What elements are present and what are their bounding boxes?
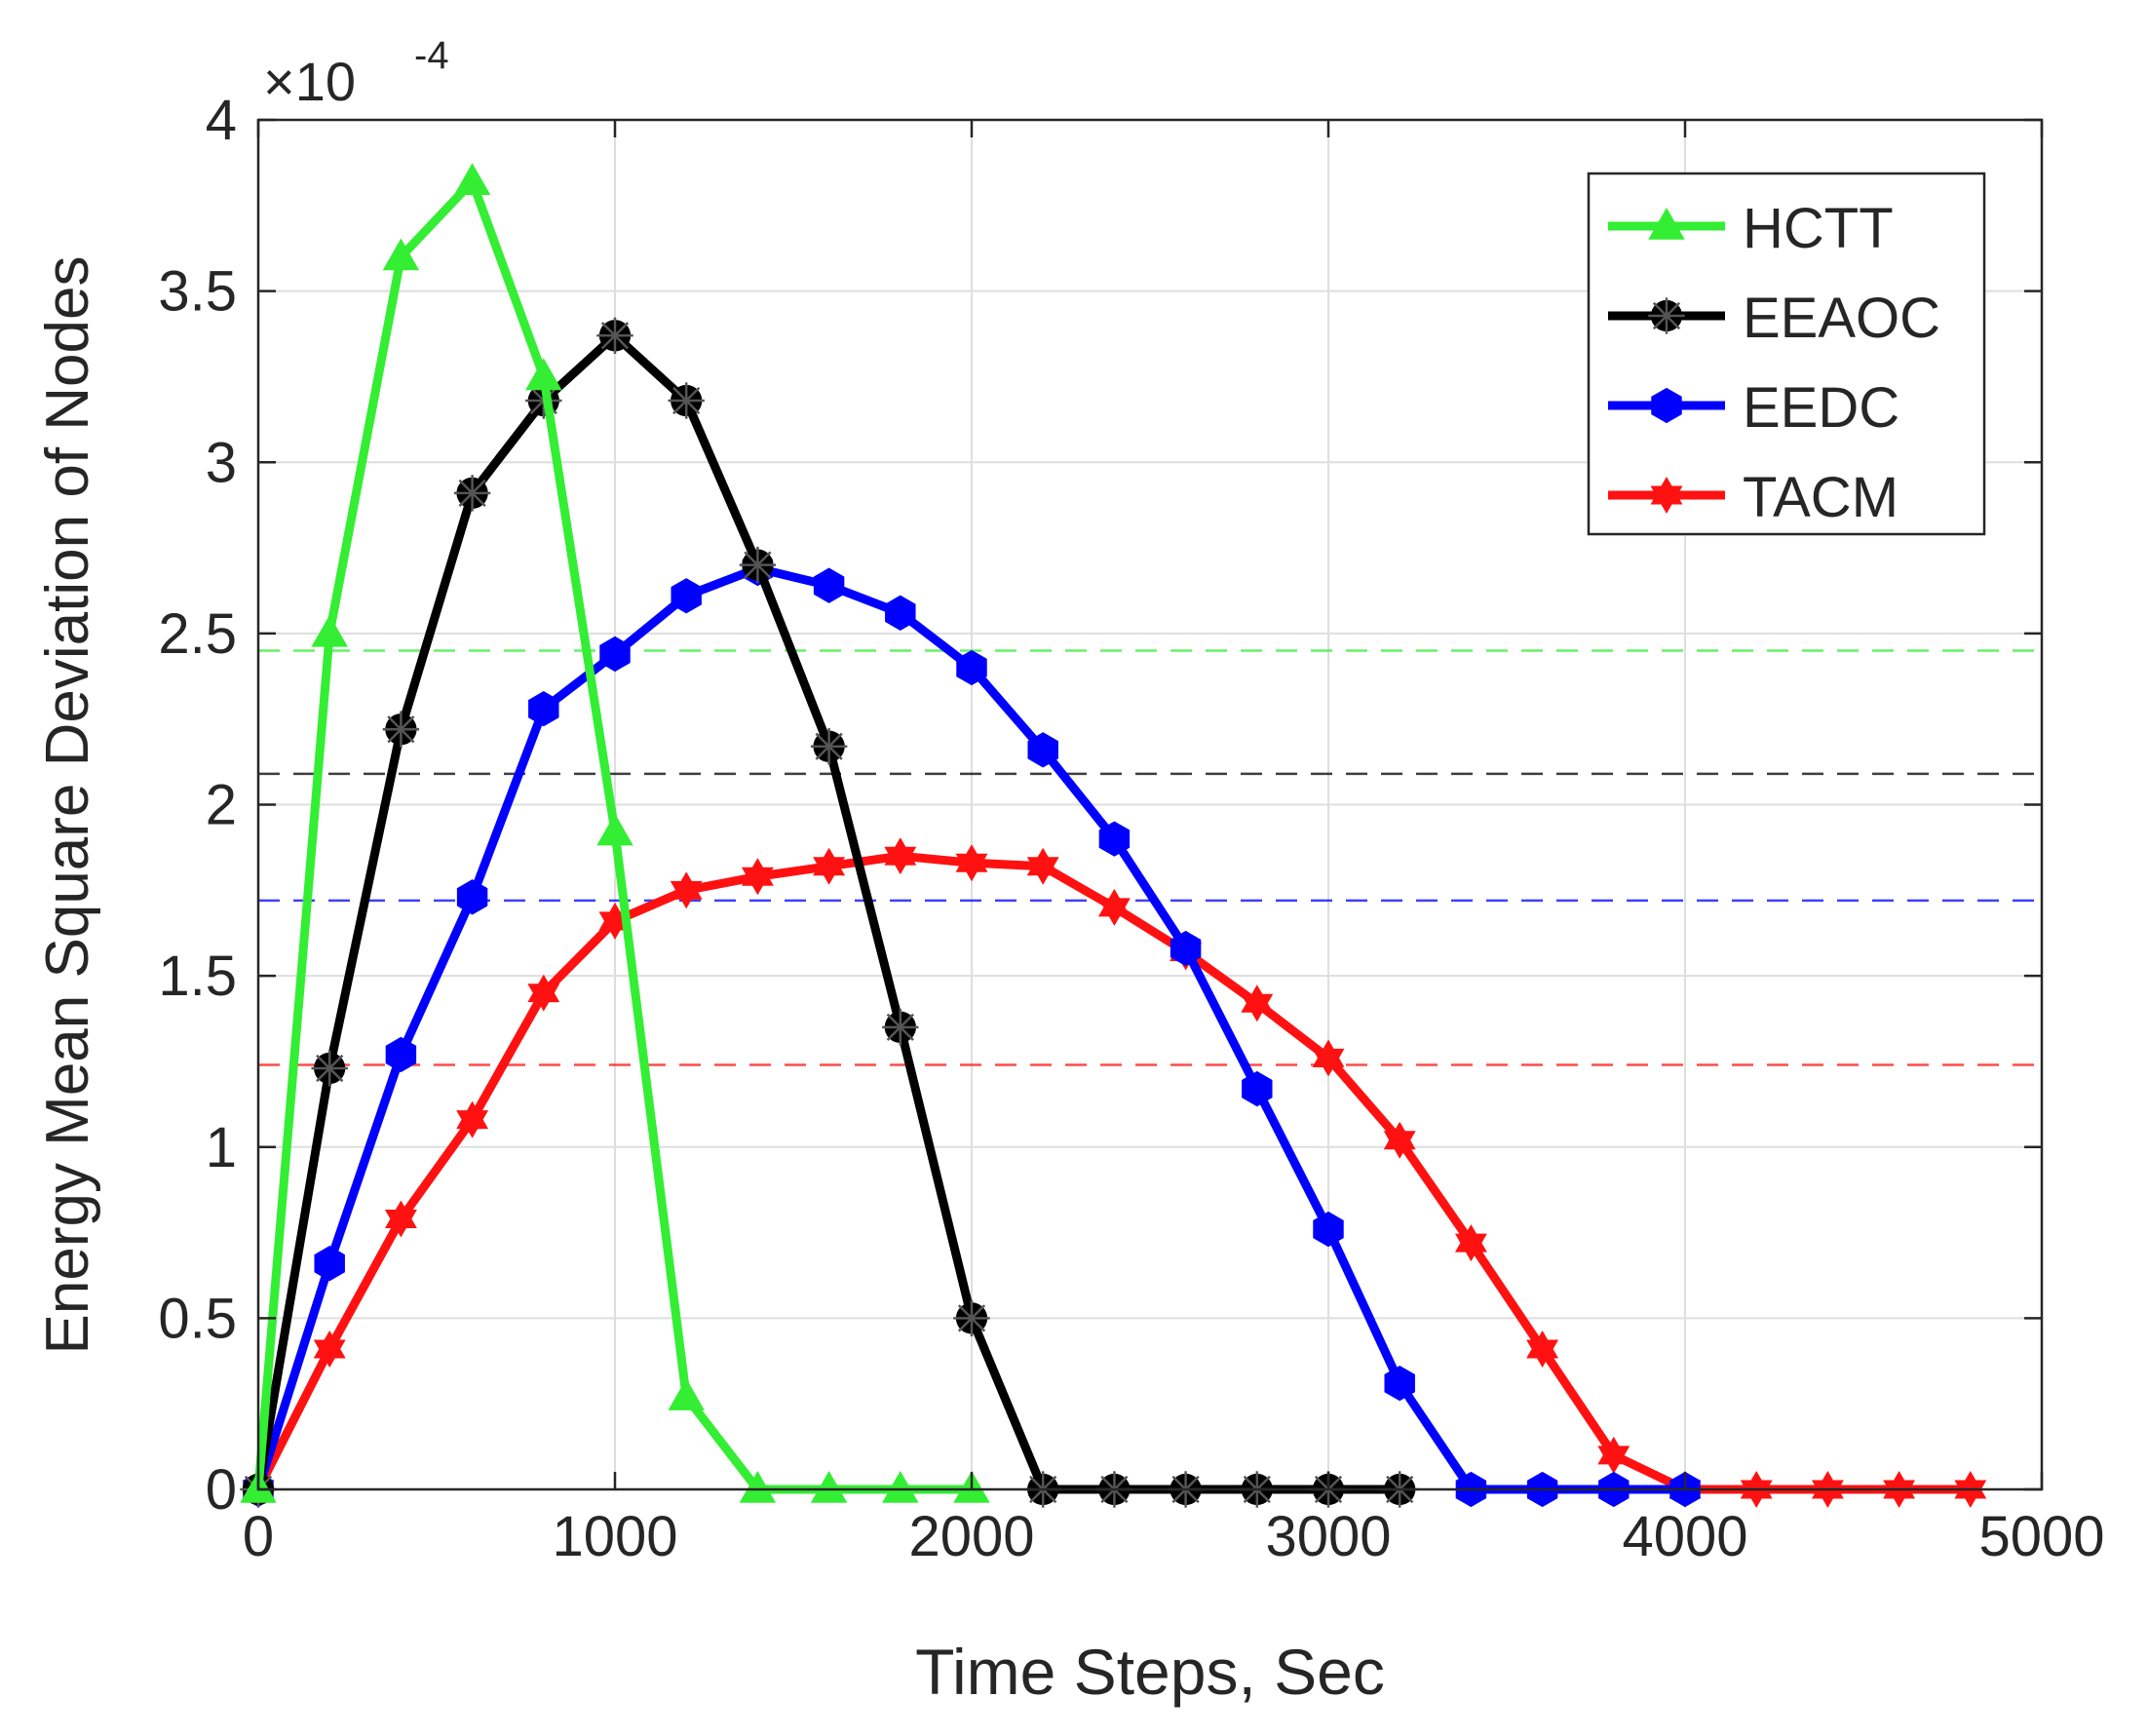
y-tick-label: 4 [206, 89, 237, 152]
legend-marker [1648, 297, 1685, 334]
data-point-eedc [1170, 930, 1202, 967]
data-point-hctt [668, 1378, 705, 1410]
legend-marker [1650, 477, 1683, 514]
data-point-hctt [810, 1470, 848, 1503]
data-point-eeaoc [453, 475, 491, 512]
data-point-eeaoc [311, 1050, 348, 1087]
data-point-eedc [1027, 732, 1058, 768]
legend-item-eedc: EEDC [1608, 376, 1899, 440]
y-tick-label: 0 [206, 1458, 237, 1522]
grid-lines [258, 120, 2042, 1489]
data-point-hctt [525, 358, 562, 391]
data-point-eedc [385, 1036, 417, 1073]
data-point-hctt [739, 1470, 777, 1503]
data-point-hctt [882, 1470, 919, 1503]
y-tick-label: 3.5 [158, 260, 237, 324]
x-axis-ticks: 0 1000 2000 3000 4000 5000 [243, 120, 2105, 1568]
y-exponent-label: ×10 -4 [263, 34, 449, 112]
data-point-tacm [670, 871, 703, 909]
y-axis-label: Energy Mean Square Deviation of Nodes [34, 256, 101, 1355]
data-point-eedc [456, 879, 488, 915]
y-tick-label: 1.5 [158, 945, 237, 1008]
x-axis-label: Time Steps, Sec [915, 1636, 1385, 1708]
data-point-tacm [1097, 888, 1131, 926]
data-point-tacm [1454, 1224, 1487, 1262]
y-exponent-power: -4 [414, 34, 449, 77]
data-point-tacm [313, 1331, 346, 1368]
data-point-tacm [1312, 1039, 1345, 1077]
data-point-eedc [671, 578, 702, 614]
data-point-tacm [456, 1100, 489, 1138]
y-axis-ticks: 0 0.5 1 1.5 2 2.5 3 3.5 4 [158, 89, 2042, 1522]
data-point-hctt [453, 163, 491, 195]
data-point-eedc [599, 636, 631, 673]
data-point-eeaoc [739, 546, 777, 584]
legend-marker [1648, 207, 1685, 240]
y-tick-label: 2 [206, 774, 237, 837]
data-point-eeaoc [382, 711, 420, 748]
data-point-eedc [1242, 1070, 1273, 1107]
legend-marker [1651, 387, 1682, 424]
data-point-hctt [596, 813, 633, 846]
data-point-eeaoc [882, 1009, 919, 1046]
legend: HCTT EEAOC EEDC TACM [1587, 172, 1986, 536]
data-point-eeaoc [668, 382, 705, 419]
data-point-tacm [1026, 847, 1059, 885]
data-point-eedc [956, 649, 987, 686]
data-point-tacm [741, 858, 774, 896]
data-point-tacm [813, 847, 846, 885]
legend-item-hctt: HCTT [1608, 197, 1894, 260]
y-tick-label: 3 [206, 431, 237, 494]
data-point-tacm [527, 974, 560, 1012]
legend-label: HCTT [1743, 197, 1894, 260]
data-point-tacm [1526, 1331, 1559, 1368]
data-point-eedc [1098, 821, 1131, 857]
data-point-hctt [382, 238, 420, 271]
legend-item-tacm: TACM [1608, 466, 1899, 529]
legend-item-eeaoc: EEAOC [1608, 287, 1940, 350]
y-tick-label: 1 [206, 1116, 237, 1179]
data-point-tacm [384, 1200, 417, 1238]
data-point-eeaoc [596, 317, 633, 354]
y-tick-label: 0.5 [158, 1287, 237, 1350]
y-tick-label: 2.5 [158, 602, 237, 666]
data-point-tacm [1383, 1121, 1416, 1159]
data-point-hctt [311, 614, 348, 647]
x-tick-label: 0 [243, 1505, 274, 1568]
data-point-eedc [1384, 1365, 1415, 1402]
legend-label: EEDC [1743, 376, 1899, 440]
x-tick-label: 2000 [908, 1505, 1034, 1568]
y-exponent-base: ×10 [263, 51, 356, 112]
data-point-eeaoc [810, 728, 848, 765]
data-point-tacm [884, 837, 917, 875]
data-point-eedc [813, 567, 845, 603]
data-point-tacm [1241, 984, 1274, 1022]
data-point-eedc [528, 690, 559, 727]
data-point-tacm [955, 844, 988, 882]
legend-label: TACM [1743, 466, 1899, 529]
data-point-eedc [885, 595, 916, 631]
x-tick-label: 4000 [1622, 1505, 1747, 1568]
x-tick-label: 1000 [552, 1505, 677, 1568]
data-point-eeaoc [953, 1299, 990, 1337]
legend-label: EEAOC [1743, 287, 1940, 350]
data-point-eedc [314, 1246, 345, 1282]
x-tick-label: 3000 [1265, 1505, 1391, 1568]
data-point-eedc [1313, 1211, 1344, 1248]
x-tick-label: 5000 [1978, 1505, 2104, 1568]
